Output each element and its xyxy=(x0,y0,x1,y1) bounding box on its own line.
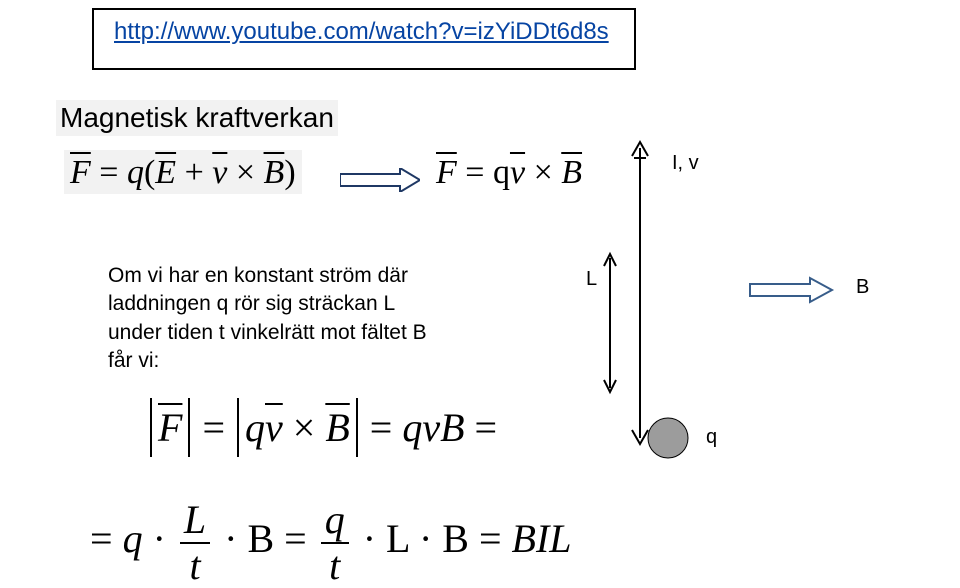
num-q: q xyxy=(321,500,349,544)
label-B: B xyxy=(856,276,869,299)
sym-eq2: = xyxy=(360,405,403,450)
norm-qvB: qv × B xyxy=(237,398,358,457)
den-t2: t xyxy=(321,544,349,586)
sym-close: ) xyxy=(284,154,295,191)
sym-dot1: · xyxy=(143,516,176,561)
wire-diagram: I, v L B q xyxy=(600,128,900,478)
sym-v2: v xyxy=(510,154,525,191)
sym-q4a: q xyxy=(123,516,143,561)
sym-q3: q xyxy=(245,405,265,450)
sym-open: ( xyxy=(144,154,155,191)
explanation-text: Om vi har en konstant ström där laddning… xyxy=(108,262,448,375)
sym-B1: · B = xyxy=(214,516,317,561)
sym-eq1: = xyxy=(192,405,235,450)
diagram-svg xyxy=(600,128,900,478)
arrow-implies-icon xyxy=(340,168,420,192)
frac-q-over-t: qt xyxy=(321,500,349,586)
sym-eq0: = xyxy=(90,516,123,561)
sym-eq: = xyxy=(91,154,127,191)
sym-LB2: · L · B = xyxy=(353,516,512,561)
sym-v: v xyxy=(212,154,227,191)
sym-F3: F xyxy=(158,405,182,450)
link-box: http://www.youtube.com/watch?v=izYiDDt6d… xyxy=(92,8,636,70)
sym-B3: B xyxy=(325,405,349,450)
label-Iv: I, v xyxy=(672,152,699,175)
formula-lorentz: F = q(E + v × B) xyxy=(64,150,302,194)
sym-v3: v xyxy=(265,405,283,450)
sym-q: q xyxy=(127,154,144,191)
page-title: Magnetisk kraftverkan xyxy=(56,100,338,136)
sym-times2: × xyxy=(525,154,561,191)
label-q: q xyxy=(706,426,717,449)
den-t: t xyxy=(180,544,210,586)
sym-plus: + xyxy=(176,154,212,191)
norm-F: F xyxy=(150,398,190,457)
sym-BIL: BIL xyxy=(512,516,572,561)
formula-bil: = q · Lt · B = qt · L · B = BIL xyxy=(90,500,572,586)
sym-E: E xyxy=(155,154,176,191)
formula-magnitude: F = qv × B = qvB = xyxy=(148,398,497,457)
label-L: L xyxy=(586,268,597,291)
num-L: L xyxy=(180,500,210,544)
sym-eq3: = xyxy=(465,405,498,450)
formula-magnetic: F = qv × B xyxy=(430,150,588,194)
sym-B: B xyxy=(264,154,285,191)
sym-eq-q: = q xyxy=(457,154,510,191)
sym-B2: B xyxy=(561,154,582,191)
sym-F: F xyxy=(70,154,91,191)
sym-F2: F xyxy=(436,154,457,191)
sym-times3: × xyxy=(283,405,326,450)
youtube-link[interactable]: http://www.youtube.com/watch?v=izYiDDt6d… xyxy=(114,18,609,46)
frac-L-over-t: Lt xyxy=(180,500,210,586)
sym-qvB: qvB xyxy=(402,405,464,450)
sym-times: × xyxy=(227,154,263,191)
